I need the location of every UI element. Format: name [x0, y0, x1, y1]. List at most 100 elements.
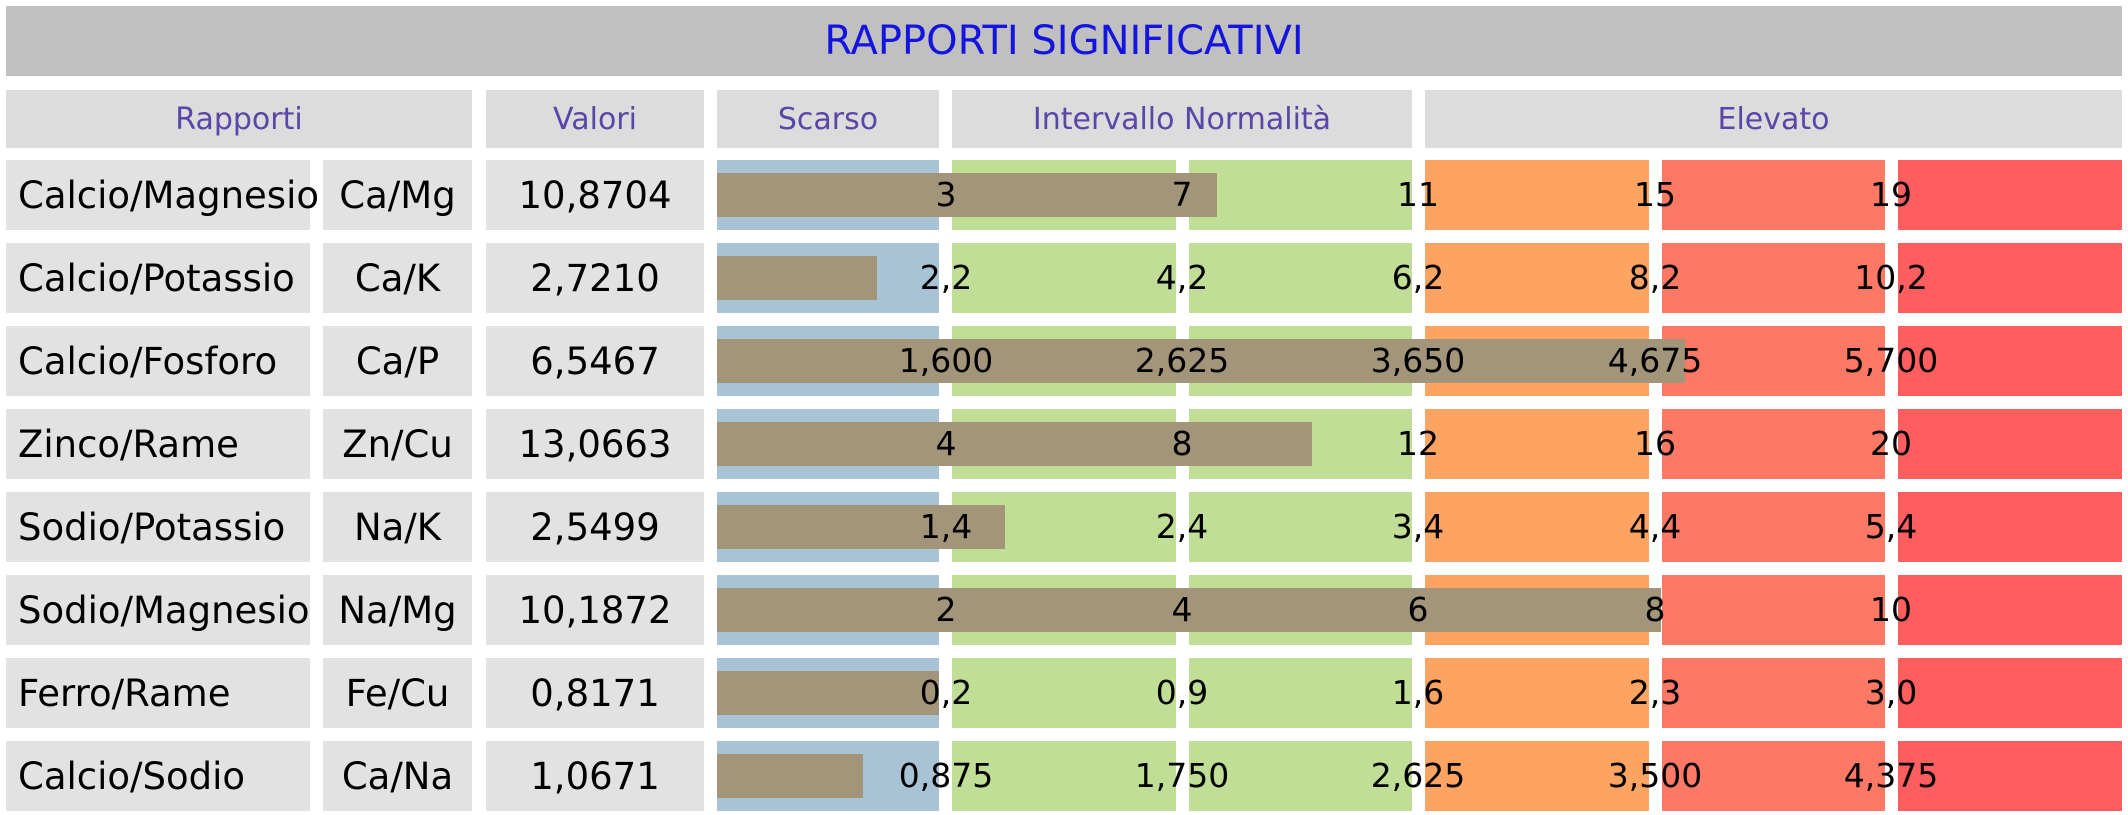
- range-segment: [1662, 575, 1885, 645]
- range-segment: [1189, 492, 1412, 562]
- ratio-name: Calcio/Fosforo: [6, 326, 310, 396]
- tick-label: 20: [1870, 424, 1912, 463]
- range-segment: [1425, 492, 1649, 562]
- ratio-value: 10,1872: [486, 575, 704, 645]
- tick-label: 0,9: [1155, 673, 1209, 712]
- tick-label: 3,4: [1391, 507, 1445, 546]
- range-segment: [1425, 243, 1649, 313]
- ratio-symbol: Ca/K: [323, 243, 472, 313]
- value-bar: [717, 339, 1685, 383]
- header-rapporti: Rapporti: [6, 90, 472, 148]
- tick-label: 8: [1644, 590, 1666, 629]
- range-segment: [1662, 658, 1885, 728]
- range-segment: [1425, 658, 1649, 728]
- tick-label: 5,700: [1843, 341, 1939, 380]
- ratio-value: 13,0663: [486, 409, 704, 479]
- ratio-value: 2,7210: [486, 243, 704, 313]
- ratio-name: Calcio/Magnesio: [6, 160, 319, 230]
- range-segment: [1662, 160, 1885, 230]
- value-bar: [717, 173, 1218, 217]
- range-segment: [1425, 409, 1649, 479]
- tick-label: 4,4: [1628, 507, 1682, 546]
- header-normalita-label: Intervallo Normalità: [1032, 101, 1332, 137]
- tick-label: 1,4: [919, 507, 973, 546]
- ratio-name: Calcio/Potassio: [6, 243, 310, 313]
- range-segment: [1425, 741, 1649, 811]
- header-valori: Valori: [486, 90, 704, 148]
- ratio-name: Ferro/Rame: [6, 658, 310, 728]
- tick-label: 2,2: [919, 258, 973, 297]
- ratio-symbol: Ca/Na: [323, 741, 472, 811]
- range-segment: [1898, 243, 2122, 313]
- range-segment: [1898, 326, 2122, 396]
- tick-label: 7: [1171, 175, 1193, 214]
- range-segment: [1898, 492, 2122, 562]
- range-segment: [1662, 409, 1885, 479]
- tick-label: 2,625: [1134, 341, 1230, 380]
- ratio-name: Sodio/Potassio: [6, 492, 310, 562]
- tick-label: 3: [935, 175, 957, 214]
- ratio-name: Sodio/Magnesio: [6, 575, 310, 645]
- ratio-symbol: Na/Mg: [323, 575, 472, 645]
- tick-label: 12: [1397, 424, 1439, 463]
- range-segment: [952, 658, 1176, 728]
- tick-label: 4,675: [1607, 341, 1703, 380]
- tick-label: 16: [1634, 424, 1676, 463]
- range-segment: [1189, 658, 1412, 728]
- tick-label: 1,6: [1391, 673, 1445, 712]
- ratio-symbol: Ca/Mg: [323, 160, 472, 230]
- tick-label: 6: [1407, 590, 1429, 629]
- header-rapporti-label: Rapporti: [175, 101, 303, 137]
- value-bar: [717, 588, 1661, 632]
- range-segment: [1189, 243, 1412, 313]
- tick-label: 3,650: [1370, 341, 1466, 380]
- tick-label: 2,625: [1370, 756, 1466, 795]
- tick-label: 0,875: [898, 756, 994, 795]
- tick-label: 4: [935, 424, 957, 463]
- range-segment: [1662, 741, 1885, 811]
- tick-label: 4,375: [1843, 756, 1939, 795]
- value-bar: [717, 505, 1005, 549]
- tick-label: 2,4: [1155, 507, 1209, 546]
- tick-label: 6,2: [1391, 258, 1445, 297]
- ratio-symbol: Zn/Cu: [323, 409, 472, 479]
- range-segment: [1425, 160, 1649, 230]
- tick-label: 3,500: [1607, 756, 1703, 795]
- tick-label: 8,2: [1628, 258, 1682, 297]
- range-segment: [1662, 492, 1885, 562]
- range-segment: [1898, 409, 2122, 479]
- tick-label: 8: [1171, 424, 1193, 463]
- tick-label: 5,4: [1864, 507, 1918, 546]
- value-bar: [717, 256, 878, 300]
- range-segment: [952, 243, 1176, 313]
- title-bar: RAPPORTI SIGNIFICATIVI: [6, 6, 2122, 76]
- ratio-symbol: Na/K: [323, 492, 472, 562]
- header-elevato-label: Elevato: [1717, 101, 1830, 137]
- page-title: RAPPORTI SIGNIFICATIVI: [824, 18, 1304, 64]
- range-segment: [1189, 160, 1412, 230]
- range-segment: [1662, 243, 1885, 313]
- range-segment: [1189, 741, 1412, 811]
- tick-label: 1,750: [1134, 756, 1230, 795]
- tick-label: 10,2: [1854, 258, 1928, 297]
- ratio-symbol: Fe/Cu: [323, 658, 472, 728]
- ratio-value: 6,5467: [486, 326, 704, 396]
- header-scarso: Scarso: [717, 90, 939, 148]
- header-valori-label: Valori: [553, 101, 637, 137]
- header-scarso-label: Scarso: [777, 101, 879, 137]
- tick-label: 4,2: [1155, 258, 1209, 297]
- tick-label: 1,600: [898, 341, 994, 380]
- range-segment: [1898, 741, 2122, 811]
- value-bar: [717, 671, 939, 715]
- tick-label: 19: [1870, 175, 1912, 214]
- ratio-value: 0,8171: [486, 658, 704, 728]
- range-segment: [1898, 658, 2122, 728]
- tick-label: 0,2: [919, 673, 973, 712]
- ratio-value: 10,8704: [486, 160, 704, 230]
- tick-label: 4: [1171, 590, 1193, 629]
- range-segment: [1898, 575, 2122, 645]
- value-bar: [717, 754, 864, 798]
- tick-label: 3,0: [1864, 673, 1918, 712]
- range-segment: [1898, 160, 2122, 230]
- ratio-value: 2,5499: [486, 492, 704, 562]
